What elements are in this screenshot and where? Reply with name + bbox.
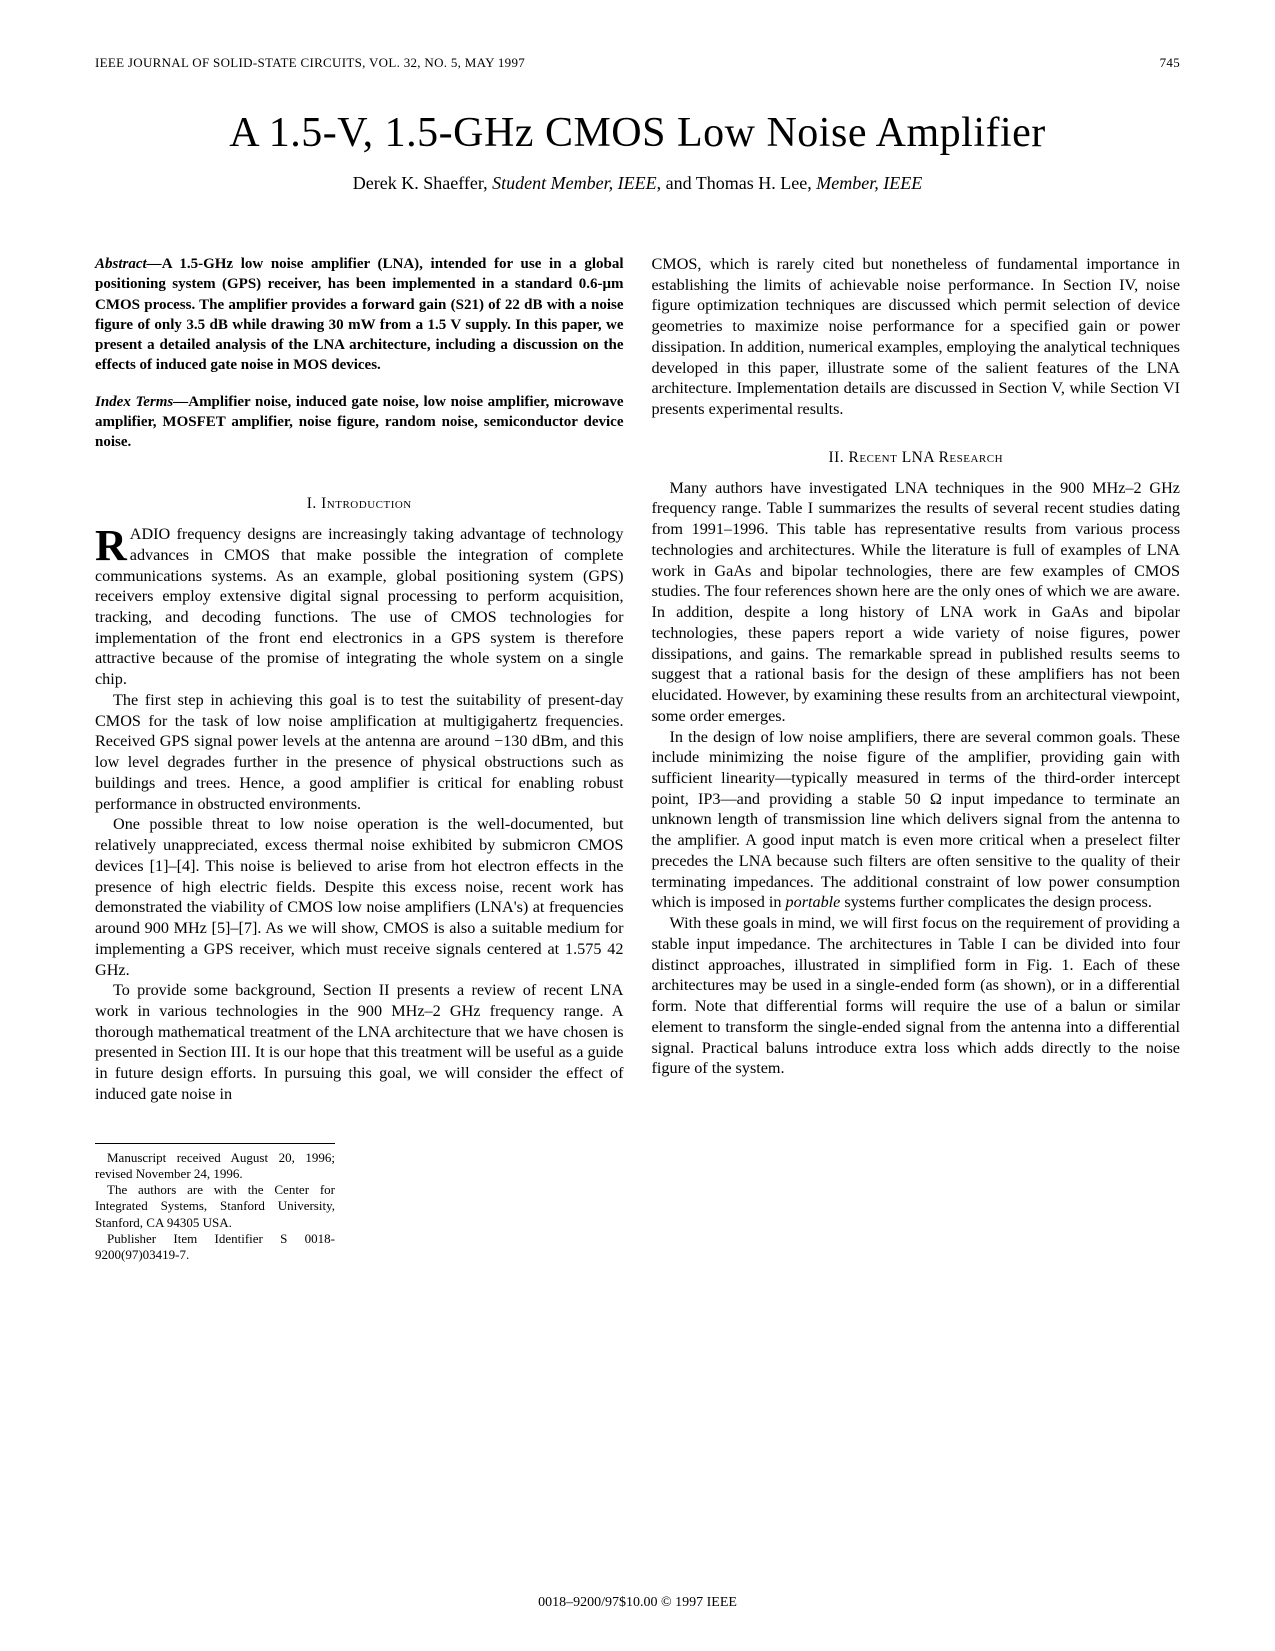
- intro-para-3: One possible threat to low noise operati…: [95, 814, 624, 980]
- page-footer: 0018–9200/97$10.00 © 1997 IEEE: [0, 1595, 1275, 1611]
- abstract-text: A 1.5-GHz low noise amplifier (LNA), int…: [95, 256, 624, 373]
- sec2-para-3: With these goals in mind, we will first …: [652, 913, 1181, 1079]
- intro-para-1: RADIO frequency designs are increasingly…: [95, 524, 624, 690]
- section-1-heading: I. Introduction: [95, 494, 624, 514]
- section-2-heading: II. Recent LNA Research: [652, 448, 1181, 468]
- intro-para-2: The first step in achieving this goal is…: [95, 690, 624, 814]
- paper-title: A 1.5-V, 1.5-GHz CMOS Low Noise Amplifie…: [95, 109, 1180, 157]
- dropcap-letter: R: [95, 524, 130, 564]
- journal-header-text: IEEE JOURNAL OF SOLID-STATE CIRCUITS, VO…: [95, 55, 525, 71]
- abstract-block: Abstract—A 1.5-GHz low noise amplifier (…: [95, 254, 624, 376]
- authors-line: Derek K. Shaeffer, Student Member, IEEE,…: [95, 173, 1180, 194]
- footnote-2: The authors are with the Center for Inte…: [95, 1182, 335, 1231]
- sec2-para-2: In the design of low noise amplifiers, t…: [652, 727, 1181, 914]
- right-column: CMOS, which is rarely cited but nonethel…: [652, 254, 1181, 1263]
- page-number: 745: [1160, 55, 1180, 71]
- sec2-para-1: Many authors have investigated LNA techn…: [652, 478, 1181, 727]
- page: IEEE JOURNAL OF SOLID-STATE CIRCUITS, VO…: [0, 0, 1275, 1651]
- index-terms-block: Index Terms—Amplifier noise, induced gat…: [95, 392, 624, 453]
- intro-continuation: CMOS, which is rarely cited but nonethel…: [652, 254, 1181, 420]
- footnote-3: Publisher Item Identifier S 0018-9200(97…: [95, 1231, 335, 1264]
- index-terms-lead: Index Terms—: [95, 394, 188, 410]
- running-header: IEEE JOURNAL OF SOLID-STATE CIRCUITS, VO…: [95, 55, 1180, 71]
- intro-para-1-text: ADIO frequency designs are increasingly …: [95, 525, 624, 688]
- abstract-lead: Abstract—: [95, 256, 162, 272]
- two-column-body: Abstract—A 1.5-GHz low noise amplifier (…: [95, 254, 1180, 1263]
- left-column: Abstract—A 1.5-GHz low noise amplifier (…: [95, 254, 624, 1263]
- intro-para-4: To provide some background, Section II p…: [95, 980, 624, 1104]
- footnotes-block: Manuscript received August 20, 1996; rev…: [95, 1143, 335, 1264]
- footnote-1: Manuscript received August 20, 1996; rev…: [95, 1150, 335, 1183]
